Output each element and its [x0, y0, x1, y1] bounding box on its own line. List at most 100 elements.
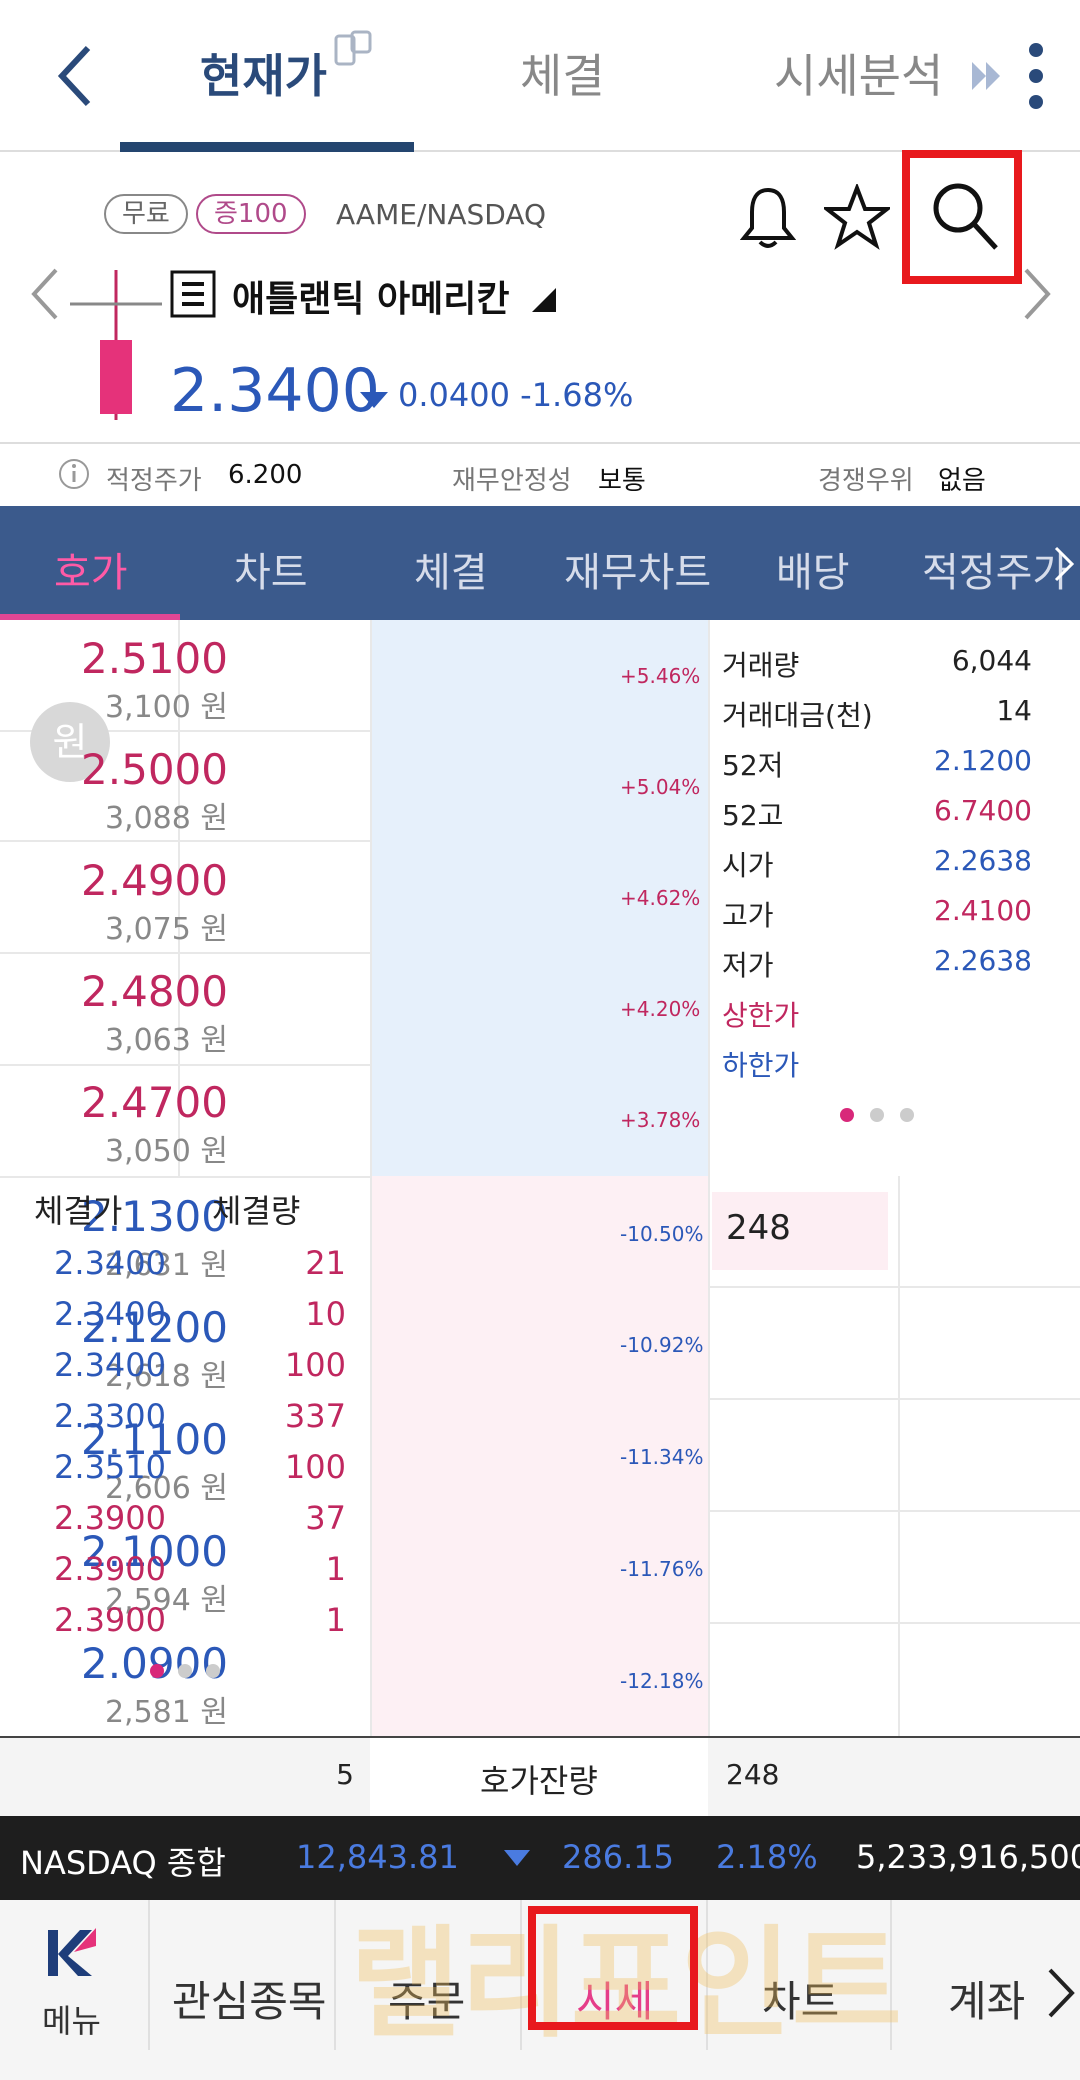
stats-page-dot[interactable] — [900, 1108, 914, 1122]
trade-row: 2.3400 21 — [0, 1240, 372, 1290]
bid-row[interactable]: 2.1000 2,594 원 -11.76% — [0, 1511, 1080, 1623]
kebab-menu-icon[interactable] — [1026, 40, 1046, 112]
dropdown-triangle-icon[interactable] — [530, 286, 558, 314]
search-highlight-box — [902, 150, 1022, 284]
nav-watchlist[interactable]: 관심종목 — [172, 1977, 327, 2026]
tab-analysis[interactable]: 시세분석 — [774, 49, 944, 103]
device-link-icon[interactable] — [334, 30, 374, 70]
bid-price-column — [372, 1176, 708, 1736]
valuation-bar: 적정주가 6.200 재무안정성 보통 경쟁우위 없음 — [0, 442, 1080, 506]
ask-row[interactable]: 2.4900 3,075 원 +4.62% — [0, 842, 708, 954]
subtab-chart[interactable]: 차트 — [234, 550, 308, 596]
back-icon[interactable] — [54, 44, 98, 108]
ask-pct: +3.78% — [620, 1108, 701, 1132]
fair-price-value: 6.200 — [228, 460, 303, 490]
stat-row: 거래대금(천) 14 — [722, 688, 1032, 738]
trade-quantity: 37 — [305, 1499, 346, 1537]
stock-menu-icon[interactable] — [170, 270, 216, 318]
trade-price: 2.3900 — [54, 1601, 166, 1639]
stat-label: 고가 — [722, 899, 774, 932]
stat-row: 52저 2.1200 — [722, 738, 1032, 788]
bid-pct: -12.18% — [620, 1669, 704, 1693]
bid-row[interactable]: 2.0900 2,581 원 -12.18% — [0, 1623, 1080, 1735]
subtab-trades[interactable]: 체결 — [414, 550, 488, 596]
ask-row[interactable]: 2.5100 3,100 원 +5.46% — [0, 620, 708, 732]
bid-won: 2,581 원 — [104, 1695, 228, 1730]
price-change: 0.0400 -1.68% — [398, 376, 633, 414]
next-stock-icon[interactable] — [1020, 266, 1054, 322]
index-pct: 2.18% — [716, 1838, 818, 1876]
bid-pct: -10.92% — [620, 1333, 704, 1357]
more-tabs-icon[interactable] — [970, 60, 1004, 92]
nav-order[interactable]: 주문 — [388, 1977, 466, 2026]
ask-row[interactable]: 2.4800 3,063 원 +4.20% — [0, 953, 708, 1065]
sub-tab-bar: 호가 차트 체결 재무차트 배당 적정주가 — [0, 506, 1080, 620]
nav-quote[interactable]: 시세 — [576, 1977, 654, 2026]
trade-price: 2.3900 — [54, 1499, 166, 1537]
trade-quantity: 1 — [325, 1601, 346, 1639]
stat-label: 52고 — [722, 799, 784, 832]
stat-label: 저가 — [722, 949, 774, 982]
bid-row[interactable]: 2.1300 2,631 원 -10.50% 248 — [0, 1176, 1080, 1288]
app-logo-icon[interactable] — [46, 1924, 98, 1980]
ticker-label: AAME/NASDAQ — [336, 198, 547, 231]
free-badge: 무료 — [104, 194, 188, 234]
menu-label[interactable]: 메뉴 — [42, 2002, 101, 2040]
subtab-scroll-icon[interactable] — [1052, 544, 1076, 584]
trades-page-dot[interactable] — [206, 1664, 220, 1678]
ask-won: 3,088 원 — [104, 801, 228, 836]
ask-pct: +4.62% — [620, 886, 701, 910]
bid-row[interactable]: 2.1200 2,618 원 -10.92% — [0, 1287, 1080, 1399]
alert-bell-icon[interactable] — [740, 184, 796, 252]
subtab-dividend[interactable]: 배당 — [776, 550, 850, 596]
nav-more-icon[interactable] — [1046, 1966, 1076, 2020]
stat-value: 6.7400 — [934, 794, 1032, 827]
stock-name[interactable]: 애틀랜틱 아메리칸 — [232, 279, 510, 320]
ask-row[interactable]: 5 2.4700 3,050 원 +3.78% — [0, 1064, 708, 1176]
subtab-fair-price[interactable]: 적정주가 — [922, 550, 1070, 596]
search-icon[interactable] — [930, 180, 1000, 252]
stat-row: 저가 2.2638 — [722, 938, 1032, 988]
bottom-nav: 메뉴 관심종목 주문 시세 차트 계좌 랠리포인트 — [0, 1900, 1080, 2080]
ask-price-column — [372, 620, 708, 1176]
competitive-value: 없음 — [938, 466, 986, 496]
change-percent: -1.68% — [520, 376, 634, 414]
index-volume: 5,233,916,500 — [856, 1838, 1080, 1876]
index-ticker[interactable]: NASDAQ 종합 12,843.81 286.15 2.18% 5,233,9… — [0, 1816, 1080, 1900]
trade-row: 2.3510 100 — [0, 1444, 372, 1494]
subtab-financial-chart[interactable]: 재무차트 — [564, 550, 712, 596]
tab-current-price[interactable]: 현재가 — [200, 49, 327, 103]
competitive-label: 경쟁우위 — [818, 466, 914, 496]
stat-row: 시가 2.2638 — [722, 838, 1032, 888]
active-tab-indicator — [120, 142, 414, 152]
favorite-star-icon[interactable] — [824, 184, 890, 250]
current-price: 2.3400 — [170, 356, 380, 426]
trades-page-dot[interactable] — [150, 1664, 164, 1678]
subtab-orderbook[interactable]: 호가 — [54, 550, 128, 596]
tab-trades[interactable]: 체결 — [520, 49, 605, 103]
prev-stock-icon[interactable] — [28, 266, 62, 322]
trades-page-dot[interactable] — [178, 1664, 192, 1678]
trade-quantity: 10 — [305, 1295, 346, 1333]
nav-account[interactable]: 계좌 — [948, 1977, 1026, 2026]
candle-icon — [70, 270, 162, 420]
stat-label: 52저 — [722, 749, 784, 782]
stats-page-dot[interactable] — [870, 1108, 884, 1122]
stat-value: 2.2638 — [934, 944, 1032, 977]
currency-toggle-button[interactable]: 원 — [30, 702, 110, 782]
top-bar: 현재가 체결 시세분석 — [0, 0, 1080, 152]
bid-row[interactable]: 2.1100 2,606 원 -11.34% — [0, 1399, 1080, 1511]
ask-pct: +5.04% — [620, 775, 701, 799]
ask-price: 2.5100 — [81, 634, 228, 683]
info-icon[interactable] — [58, 458, 90, 490]
stats-page-dot[interactable] — [840, 1108, 854, 1122]
ask-price: 2.4900 — [81, 856, 228, 905]
stat-row: 거래량 6,044 — [722, 638, 1032, 688]
trade-quantity: 100 — [284, 1346, 346, 1384]
trade-price: 2.3300 — [54, 1397, 166, 1435]
trade-quantity: 337 — [284, 1397, 346, 1435]
ask-won: 3,100 원 — [104, 690, 228, 725]
nav-chart[interactable]: 차트 — [762, 1977, 840, 2026]
margin-badge: 증100 — [196, 194, 306, 234]
ask-row[interactable]: 2.5000 3,088 원 +5.04% — [0, 731, 708, 843]
